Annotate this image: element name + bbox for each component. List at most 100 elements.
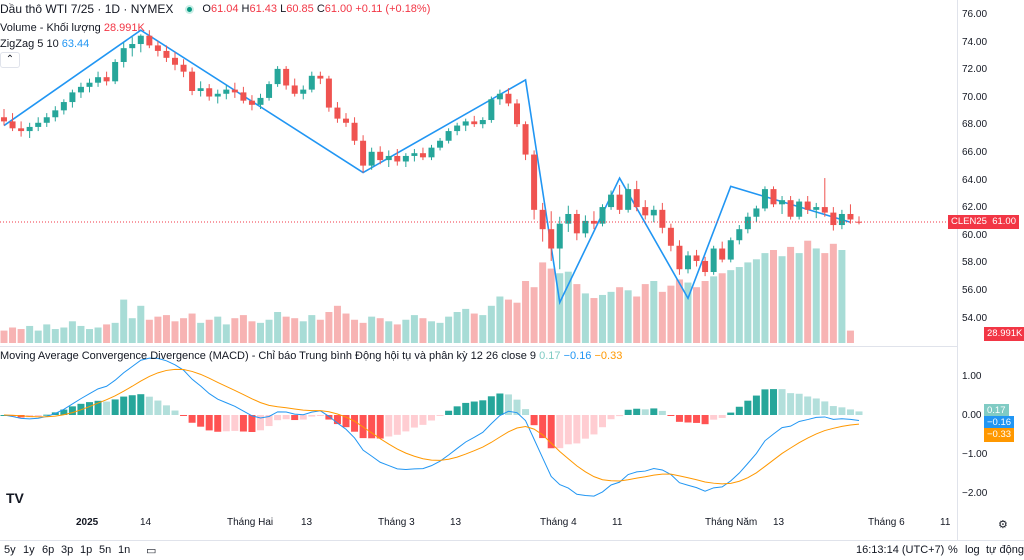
volume-bar <box>735 267 743 343</box>
macd-histogram-bar <box>103 401 111 415</box>
candle-body <box>35 122 42 127</box>
range-button-5y[interactable]: 5y <box>4 544 16 556</box>
volume-bar <box>564 271 572 343</box>
volume-bar <box>265 319 273 343</box>
volume-bar <box>282 316 290 343</box>
macd-histogram-bar <box>402 415 410 432</box>
symbol-title[interactable]: Dầu thô WTI 7/25 · 1D · NYMEX <box>0 2 174 16</box>
time-tick-label: 13 <box>450 517 462 528</box>
volume-bar <box>761 253 769 343</box>
candle-body <box>693 255 700 261</box>
volume-bar <box>351 319 359 343</box>
collapse-legend-button[interactable]: ⌃ <box>0 52 20 68</box>
candle-body <box>385 155 392 161</box>
candle-body <box>189 71 196 91</box>
auto-toggle[interactable]: tự động <box>986 544 1024 556</box>
volume-bar <box>599 294 606 343</box>
range-button-1y[interactable]: 1y <box>23 544 35 556</box>
candle-body <box>163 50 170 58</box>
price-axis[interactable]: 76.00 74.00 72.00 70.00 68.00 66.00 64.00 62.00… <box>958 0 1024 346</box>
candle-body <box>1 117 7 122</box>
candle-body <box>18 128 25 132</box>
macd-histogram-bar <box>128 395 136 415</box>
price-tick-label: 74.00 <box>962 36 988 48</box>
range-button-6p[interactable]: 6p <box>42 544 55 556</box>
volume-bar <box>214 316 222 343</box>
price-tick-label: 56.00 <box>962 285 988 296</box>
log-toggle[interactable]: log <box>965 544 980 556</box>
macd-histogram-bar <box>248 415 256 432</box>
time-tick-label: Tháng 3 <box>378 517 415 528</box>
chart-header: Dầu thô WTI 7/25 · 1D · NYMEX O61.04 H61… <box>0 2 430 16</box>
candle-body <box>847 213 854 220</box>
volume-tag: 28.991K <box>984 327 1024 341</box>
candle-body <box>667 227 674 246</box>
volume-bar <box>197 322 205 343</box>
candle-body <box>531 154 538 210</box>
macd-histogram-bar <box>419 415 427 425</box>
candle-body <box>462 121 469 126</box>
candle-body <box>556 223 563 249</box>
macd-histogram-bar <box>650 408 658 415</box>
market-status-icon <box>185 4 195 14</box>
candle-body <box>770 189 777 205</box>
macd-axis[interactable]: 1.00 0.00 −1.00 −2.00 <box>958 346 1024 516</box>
candle-body <box>445 131 452 141</box>
macd-histogram-bar <box>752 395 760 415</box>
volume-bar <box>239 315 247 343</box>
volume-bar <box>846 330 854 343</box>
volume-bar <box>513 302 521 343</box>
volume-bar <box>376 318 384 343</box>
macd-histogram-bar <box>205 415 213 431</box>
macd-histogram-bar <box>846 409 854 415</box>
macd-histogram-bar <box>214 415 222 432</box>
calendar-range-icon[interactable]: ▭ <box>146 545 157 557</box>
candle-body <box>206 88 213 97</box>
volume-bar <box>137 305 145 343</box>
macd-histogram-bar <box>68 406 76 415</box>
range-button-1p[interactable]: 1p <box>80 544 93 556</box>
time-tick-label: 13 <box>301 517 313 528</box>
candle-body <box>488 99 495 121</box>
volume-bar <box>205 319 213 343</box>
volume-bar <box>667 285 675 343</box>
macd-histogram-bar <box>855 411 863 415</box>
pane-separator[interactable] <box>0 346 958 347</box>
clock[interactable]: 16:13:14 (UTC+7) <box>856 544 945 556</box>
volume-bar <box>539 262 547 343</box>
macd-histogram-bar <box>710 415 718 420</box>
macd-histogram-bar <box>701 415 709 425</box>
macd-histogram-bar <box>325 415 333 420</box>
candle-body <box>676 245 683 270</box>
price-tick-label: 72.00 <box>962 64 988 76</box>
macd-histogram-bar <box>795 393 803 415</box>
settings-gear-icon[interactable]: ⚙ <box>998 519 1008 531</box>
volume-bar <box>86 329 93 343</box>
zigzag-legend[interactable]: ZigZag 5 10 63.44 <box>0 38 90 50</box>
macd-legend[interactable]: Moving Average Convergence Divergence (M… <box>0 350 623 362</box>
macd-histogram-bar <box>829 406 837 415</box>
volume-bar <box>590 298 598 343</box>
volume-bar <box>60 327 68 343</box>
tradingview-logo-icon[interactable]: TV <box>6 490 24 506</box>
candle-body <box>172 57 178 65</box>
macd-histogram-bar <box>171 410 179 415</box>
volume-bar <box>616 287 624 343</box>
time-tick-label: 11 <box>612 517 623 528</box>
percent-toggle[interactable]: % <box>948 544 958 556</box>
macd-histogram-bar <box>94 400 102 415</box>
range-button-3p[interactable]: 3p <box>61 544 74 556</box>
macd-histogram-bar <box>393 415 401 435</box>
macd-histogram-bar <box>453 406 461 415</box>
main-chart[interactable] <box>0 0 958 540</box>
range-button-1n[interactable]: 1n <box>118 544 131 556</box>
volume-bar <box>248 321 256 343</box>
candle-body <box>642 207 649 216</box>
candle-body <box>505 93 512 104</box>
candle-body <box>283 68 290 86</box>
macd-hist-tag: 0.17 <box>984 404 1009 418</box>
candle-body <box>659 209 666 228</box>
volume-bar <box>308 315 316 343</box>
range-button-5n[interactable]: 5n <box>99 544 112 556</box>
volume-legend[interactable]: Volume - Khối lượng 28.991K <box>0 22 145 34</box>
